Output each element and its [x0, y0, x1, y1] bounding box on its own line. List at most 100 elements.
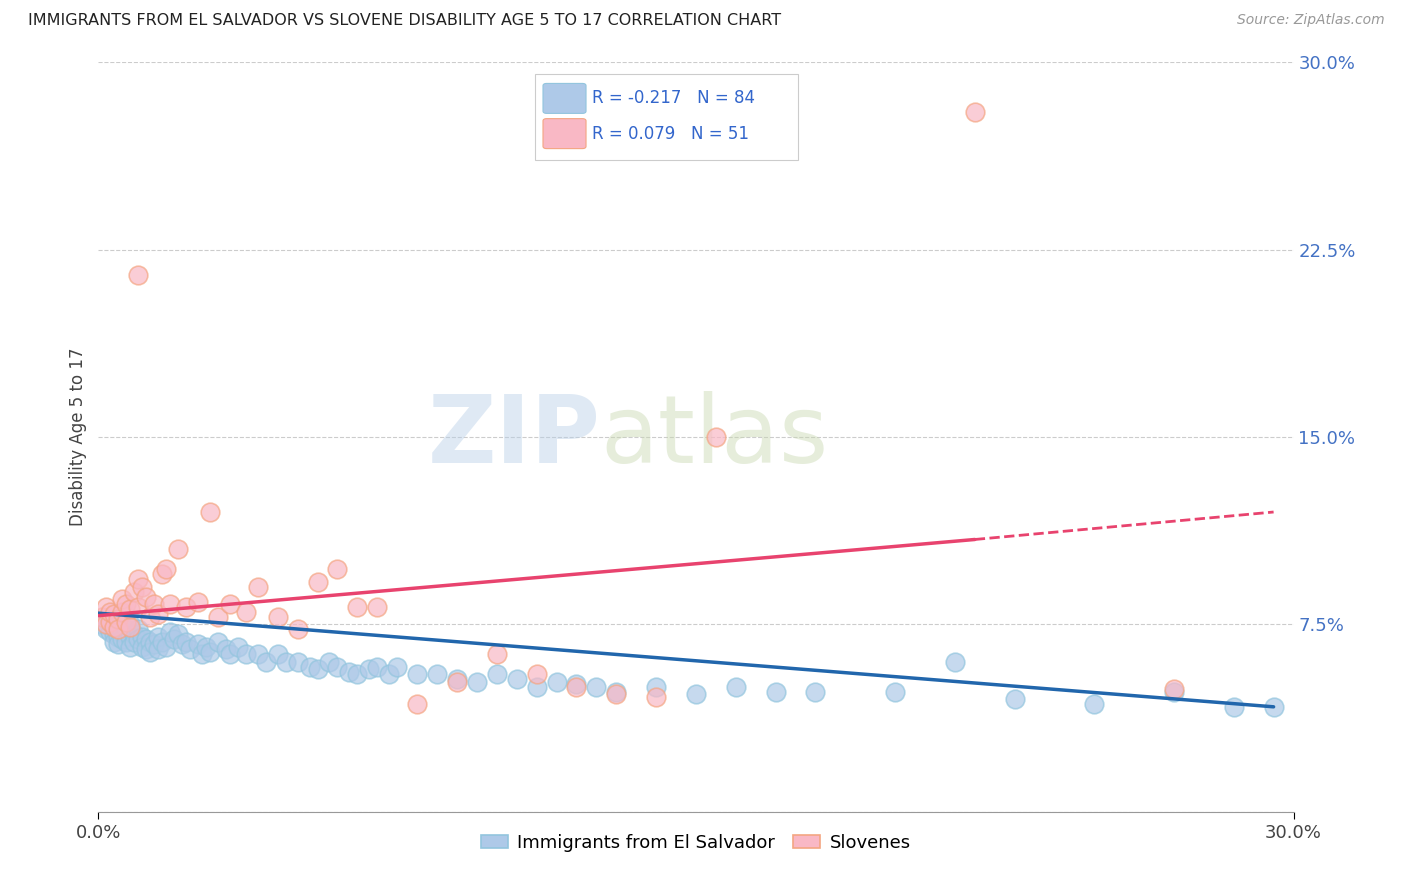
Point	[254, 655, 277, 669]
Text: ZIP: ZIP	[427, 391, 600, 483]
Point	[135, 642, 157, 657]
Point	[565, 677, 588, 691]
Point	[645, 690, 668, 704]
Point	[446, 673, 468, 687]
Point	[406, 667, 429, 681]
Point	[267, 610, 290, 624]
Point	[1163, 682, 1185, 697]
Point	[219, 648, 242, 662]
Point	[326, 562, 349, 576]
Point	[167, 627, 190, 641]
Point	[155, 640, 177, 654]
Point	[307, 574, 329, 589]
Point	[274, 655, 297, 669]
Point	[804, 685, 827, 699]
Point	[148, 607, 170, 622]
Point	[155, 562, 177, 576]
Point	[565, 680, 588, 694]
Point	[187, 637, 209, 651]
Point	[139, 645, 162, 659]
Point	[150, 567, 173, 582]
Point	[98, 615, 122, 629]
Point	[111, 624, 134, 639]
Point	[585, 680, 607, 694]
Point	[127, 268, 149, 282]
Point	[235, 648, 257, 662]
Legend: Immigrants from El Salvador, Slovenes: Immigrants from El Salvador, Slovenes	[474, 827, 918, 859]
Point	[98, 605, 122, 619]
Point	[366, 660, 388, 674]
Point	[385, 660, 409, 674]
Point	[103, 607, 125, 622]
Point	[103, 635, 125, 649]
Point	[150, 635, 173, 649]
Point	[103, 627, 125, 641]
Point	[685, 687, 707, 701]
Point	[143, 598, 166, 612]
Point	[139, 610, 162, 624]
Point	[724, 680, 747, 694]
Point	[120, 620, 142, 634]
Point	[215, 642, 238, 657]
Point	[148, 642, 170, 657]
Point	[359, 662, 381, 676]
Point	[339, 665, 361, 679]
Point	[1263, 699, 1285, 714]
Point	[159, 598, 181, 612]
FancyBboxPatch shape	[534, 74, 797, 160]
Point	[246, 648, 269, 662]
Point	[526, 667, 548, 681]
Point	[765, 685, 787, 699]
Point	[159, 624, 181, 639]
Point	[546, 674, 568, 689]
Point	[127, 632, 149, 647]
Point	[167, 542, 190, 557]
Point	[645, 680, 668, 694]
Point	[346, 667, 368, 681]
Point	[91, 610, 114, 624]
Point	[287, 655, 309, 669]
Point	[120, 617, 142, 632]
Point	[884, 685, 907, 699]
Point	[127, 573, 149, 587]
Text: R = 0.079   N = 51: R = 0.079 N = 51	[592, 125, 749, 143]
Point	[378, 667, 401, 681]
Point	[219, 598, 242, 612]
Point	[207, 610, 229, 624]
Point	[115, 623, 138, 637]
Point	[163, 632, 186, 647]
Point	[406, 698, 429, 712]
Text: atlas: atlas	[600, 391, 828, 483]
Point	[120, 602, 142, 616]
Point	[107, 630, 129, 644]
Point	[307, 662, 329, 676]
Point	[96, 617, 118, 632]
Point	[246, 580, 269, 594]
Point	[120, 640, 142, 654]
Point	[226, 640, 249, 654]
Point	[111, 632, 134, 647]
Point	[120, 630, 142, 644]
Text: Source: ZipAtlas.com: Source: ZipAtlas.com	[1237, 13, 1385, 28]
FancyBboxPatch shape	[543, 84, 586, 113]
Point	[111, 605, 134, 619]
Point	[207, 635, 229, 649]
Point	[485, 667, 508, 681]
Point	[131, 580, 153, 594]
Point	[124, 635, 146, 649]
Point	[148, 630, 170, 644]
Point	[605, 687, 627, 701]
Point	[195, 640, 218, 654]
Point	[1223, 699, 1246, 714]
Point	[174, 635, 197, 649]
Point	[426, 667, 449, 681]
Point	[107, 637, 129, 651]
Point	[96, 599, 118, 614]
Point	[131, 640, 153, 654]
Point	[143, 637, 166, 651]
Point	[1163, 685, 1185, 699]
Point	[366, 599, 388, 614]
Point	[298, 660, 321, 674]
Point	[267, 648, 290, 662]
Point	[287, 623, 309, 637]
